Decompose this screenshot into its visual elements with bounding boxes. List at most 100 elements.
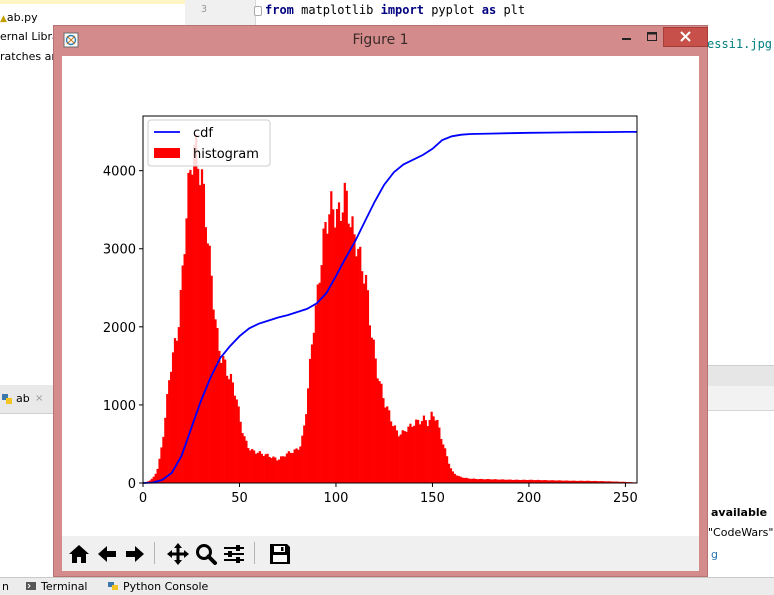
histogram-bar <box>380 384 382 483</box>
histogram-bar <box>267 454 269 483</box>
histogram-bar <box>322 229 324 483</box>
histogram-bar <box>247 448 249 483</box>
histogram-bar <box>251 449 253 483</box>
histogram-bar <box>297 450 299 483</box>
histogram-bar <box>280 456 282 483</box>
histogram-bar <box>353 234 355 483</box>
x-tick-label: 100 <box>324 491 349 506</box>
histogram-bar <box>411 427 413 483</box>
histogram-bar <box>485 479 487 483</box>
bottom-fragment[interactable]: n <box>2 580 9 593</box>
close-icon[interactable]: × <box>35 393 43 404</box>
histogram-bar <box>197 169 199 483</box>
histogram-bar <box>226 376 228 483</box>
code-line-import[interactable]: from matplotlib import pyplot as plt <box>265 3 525 17</box>
histogram-bar <box>309 359 311 483</box>
histogram-bar <box>367 290 369 483</box>
close-button[interactable] <box>663 27 708 47</box>
histogram-bar <box>236 399 238 483</box>
pan-button[interactable] <box>164 540 191 567</box>
histogram-bar <box>459 477 461 483</box>
code-text: pyplot <box>424 3 482 17</box>
histogram-bar <box>483 479 485 483</box>
histogram-bar <box>508 480 510 483</box>
fold-marker-icon[interactable] <box>254 6 262 16</box>
histogram-bar <box>473 479 475 483</box>
histogram-bar <box>344 183 346 483</box>
home-icon <box>67 542 91 566</box>
back-button[interactable] <box>93 540 120 567</box>
histogram-bar <box>427 426 429 483</box>
histogram-bar <box>357 249 359 483</box>
histogram-bar <box>199 185 201 483</box>
terminal-tab[interactable]: Terminal <box>41 580 88 593</box>
python-console-icon <box>108 582 118 590</box>
histogram-bar <box>319 283 321 483</box>
histogram-bar <box>342 212 344 483</box>
histogram-bar <box>259 451 261 483</box>
histogram-bar <box>384 407 386 483</box>
histogram-bar <box>334 228 336 483</box>
histogram-bar <box>348 224 350 483</box>
notification-link[interactable]: g <box>711 548 718 561</box>
y-tick-label: 1000 <box>103 399 136 414</box>
python-console-tab[interactable]: Python Console <box>123 580 208 593</box>
histogram-bar <box>332 209 334 483</box>
histogram-bar <box>515 480 517 483</box>
save-icon <box>268 542 292 566</box>
histogram-bar <box>405 432 407 483</box>
zoom-button[interactable] <box>192 540 219 567</box>
home-button[interactable] <box>65 540 92 567</box>
code-text: matplotlib <box>294 3 381 17</box>
histogram-bar <box>452 471 454 483</box>
code-string-fragment[interactable]: essi1.jpg' <box>707 37 774 51</box>
window-title: Figure 1 <box>54 32 707 48</box>
histogram-bar <box>363 284 365 483</box>
histogram-bar <box>436 420 438 483</box>
histogram-bar <box>486 479 488 483</box>
maximize-button[interactable] <box>639 27 665 47</box>
histogram-bar <box>214 319 216 483</box>
histogram-bar <box>409 424 411 483</box>
maximize-icon <box>639 27 665 47</box>
histogram-bar <box>232 382 234 483</box>
y-tick-label: 4000 <box>103 165 136 180</box>
histogram-bar <box>496 479 498 483</box>
line-number: 3 <box>201 4 207 15</box>
histogram-bar <box>419 424 421 483</box>
histogram-bar <box>195 134 197 483</box>
save-button[interactable] <box>266 540 293 567</box>
run-tab-ab[interactable]: ab <box>16 392 30 405</box>
x-tick-label: 0 <box>139 491 147 506</box>
y-tick-label: 0 <box>128 477 136 492</box>
bottom-tool-bar: n Terminal Python Console <box>0 577 774 595</box>
run-panel-toolbar-right <box>708 386 774 411</box>
histogram-bar <box>481 479 483 483</box>
configure-subplots-button[interactable] <box>220 540 247 567</box>
window-titlebar[interactable]: Figure 1 <box>54 26 707 54</box>
forward-button[interactable] <box>121 540 148 567</box>
minimize-button[interactable] <box>613 27 639 47</box>
project-item-external-libraries[interactable]: ernal Libra <box>0 30 59 43</box>
close-icon <box>664 28 707 46</box>
histogram-bar <box>263 456 265 483</box>
histogram-bar <box>359 247 361 483</box>
minimize-icon <box>613 27 639 47</box>
histogram-bar <box>288 451 290 483</box>
histogram-bar <box>398 436 400 483</box>
histogram-bar <box>220 363 222 483</box>
histogram-bar <box>355 256 357 483</box>
histogram-bar <box>394 425 396 483</box>
histogram-bar <box>193 145 195 483</box>
project-item-ab-py[interactable]: ▲ab.py <box>0 11 38 24</box>
histogram-bar <box>160 447 162 483</box>
histogram-bar <box>245 441 247 483</box>
histogram-bar <box>303 425 305 483</box>
configure-subplots-icon <box>222 542 246 566</box>
histogram-bar <box>432 416 434 483</box>
histogram-bar <box>440 439 442 483</box>
histogram-bar <box>407 427 409 483</box>
